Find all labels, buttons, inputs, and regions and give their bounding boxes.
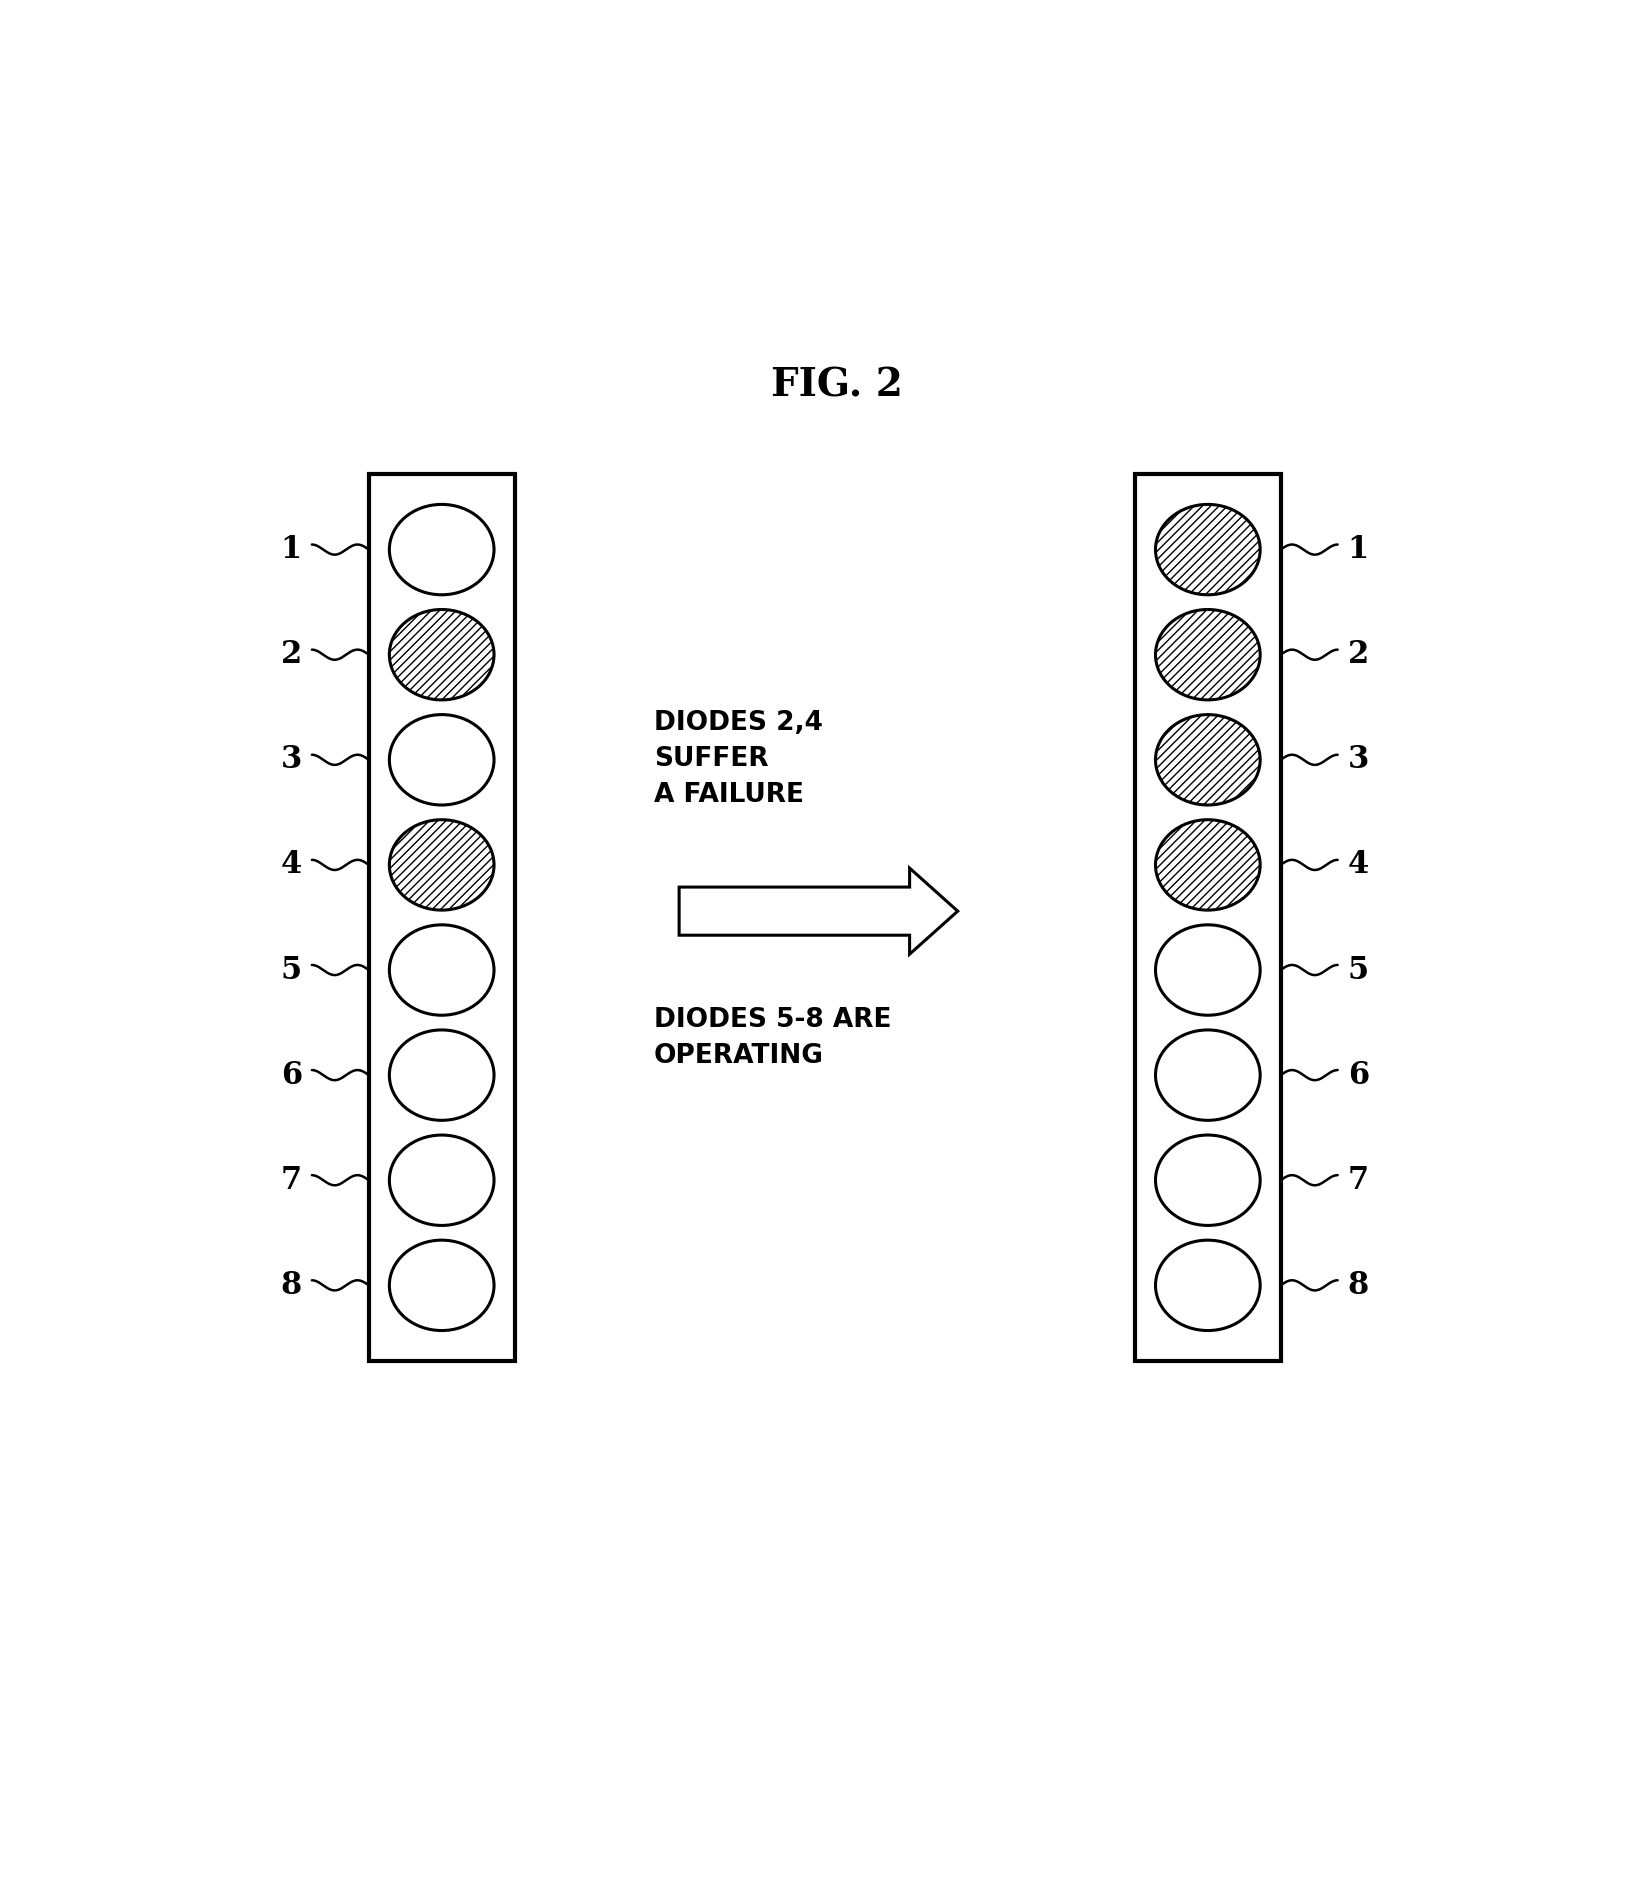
- FancyArrow shape: [680, 868, 958, 954]
- Text: 4: 4: [1348, 850, 1369, 880]
- Ellipse shape: [1155, 505, 1260, 594]
- Ellipse shape: [389, 609, 493, 700]
- Text: 3: 3: [281, 744, 302, 776]
- Text: 1: 1: [1348, 534, 1369, 566]
- Ellipse shape: [1155, 1239, 1260, 1330]
- Ellipse shape: [1155, 1029, 1260, 1120]
- Ellipse shape: [389, 505, 493, 594]
- Text: 2: 2: [1348, 639, 1369, 670]
- Ellipse shape: [1155, 1135, 1260, 1226]
- Text: 8: 8: [281, 1270, 302, 1302]
- Text: 7: 7: [1348, 1165, 1369, 1196]
- Text: 5: 5: [281, 955, 302, 986]
- Ellipse shape: [389, 715, 493, 804]
- Ellipse shape: [389, 819, 493, 910]
- Text: 2: 2: [281, 639, 302, 670]
- Text: 6: 6: [281, 1060, 302, 1090]
- Text: DIODES 2,4
SUFFER
A FAILURE: DIODES 2,4 SUFFER A FAILURE: [654, 710, 822, 808]
- Text: 3: 3: [1348, 744, 1369, 776]
- Bar: [369, 475, 515, 1360]
- Ellipse shape: [1155, 715, 1260, 804]
- Ellipse shape: [389, 1029, 493, 1120]
- Text: FIG. 2: FIG. 2: [771, 367, 904, 405]
- Text: 6: 6: [1348, 1060, 1369, 1090]
- Text: 1: 1: [281, 534, 302, 566]
- Ellipse shape: [389, 925, 493, 1016]
- Ellipse shape: [389, 1239, 493, 1330]
- Text: 7: 7: [281, 1165, 302, 1196]
- Text: 4: 4: [281, 850, 302, 880]
- Bar: [1136, 475, 1281, 1360]
- Ellipse shape: [1155, 819, 1260, 910]
- Text: 5: 5: [1348, 955, 1369, 986]
- Text: 8: 8: [1348, 1270, 1369, 1302]
- Ellipse shape: [1155, 925, 1260, 1016]
- Text: DIODES 5-8 ARE
OPERATING: DIODES 5-8 ARE OPERATING: [654, 1007, 891, 1069]
- Ellipse shape: [389, 1135, 493, 1226]
- Ellipse shape: [1155, 609, 1260, 700]
